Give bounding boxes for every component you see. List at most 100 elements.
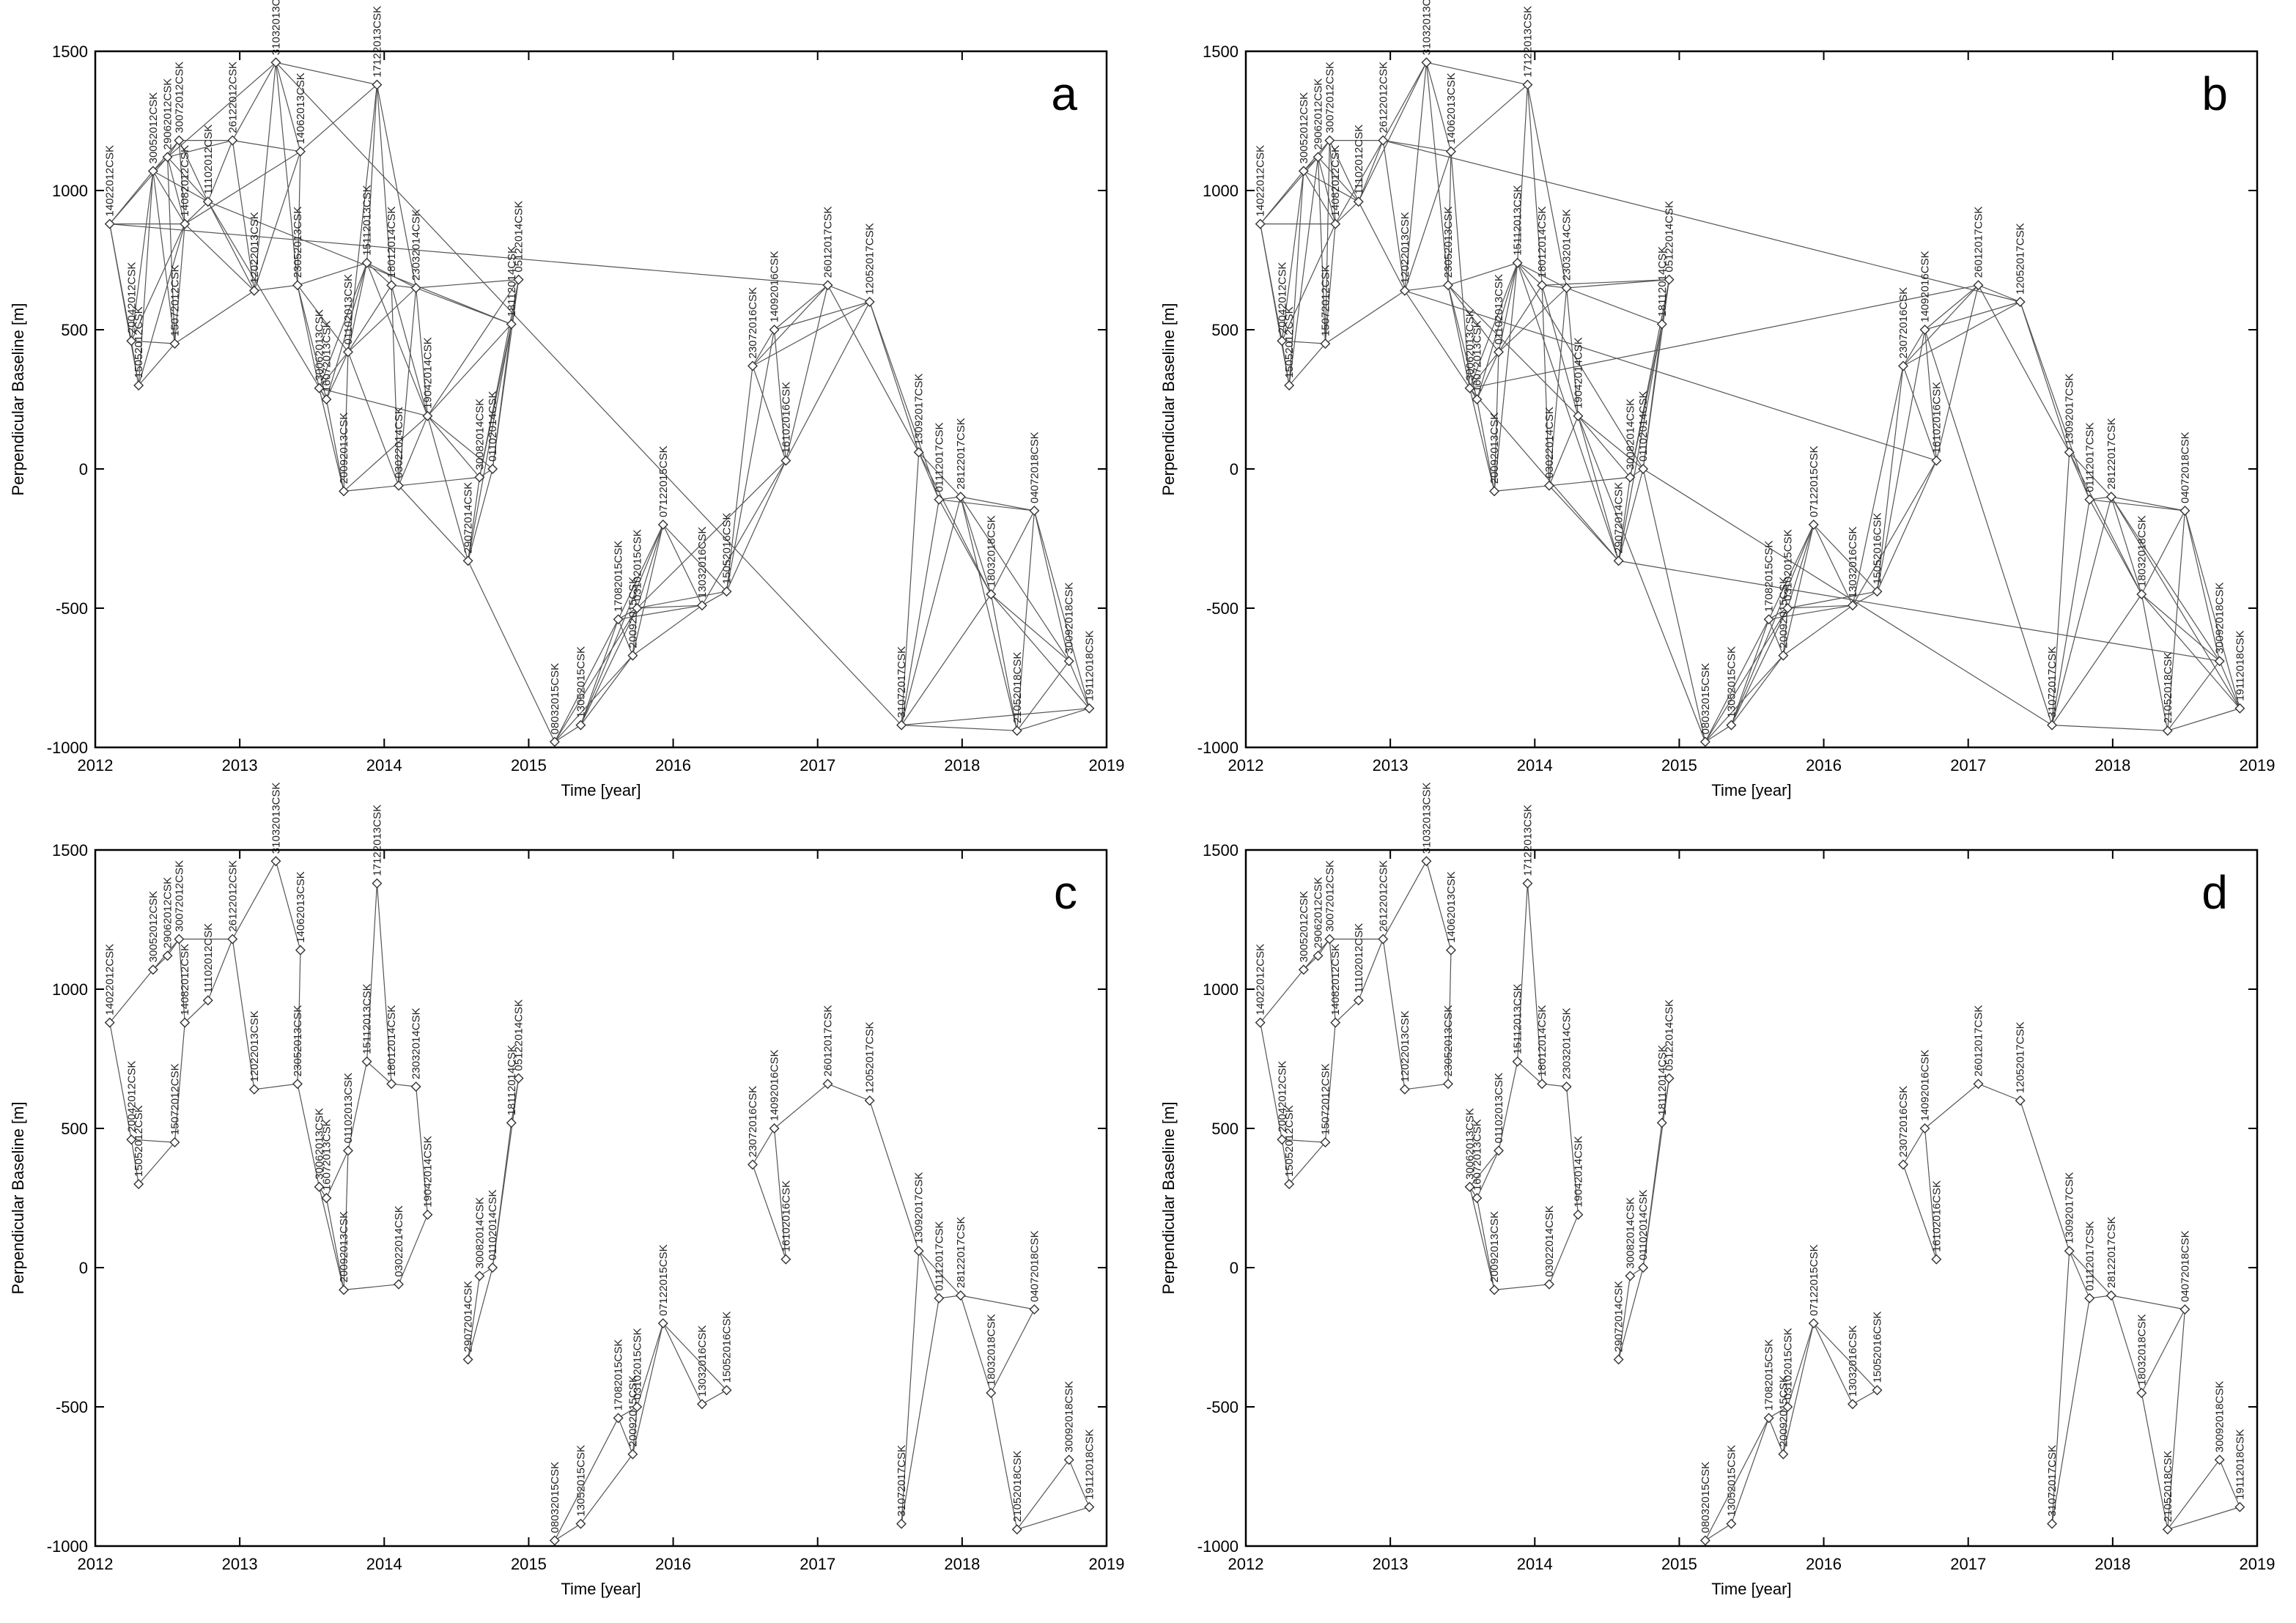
- acquisition-point: [1699, 1535, 1710, 1546]
- interferogram-pair-line: [726, 366, 753, 592]
- interferogram-pair-line: [901, 452, 920, 725]
- acquisition-date-label: 05122014CSK: [1664, 999, 1676, 1071]
- interferogram-pair-line: [701, 460, 786, 606]
- acquisition-date-label: 13052015CSK: [575, 646, 587, 718]
- acquisition-date-label: 01102013CSK: [342, 1073, 355, 1143]
- interferogram-pair-line: [416, 279, 519, 289]
- acquisition-date-label: 08032015CSK: [1699, 663, 1712, 735]
- interferogram-pair-line: [1383, 140, 1452, 152]
- x-tick-label: 2016: [655, 756, 691, 774]
- acquisition-date-label: 16102016CSK: [1930, 382, 1943, 454]
- interferogram-pair-line: [901, 1298, 940, 1524]
- acquisition-date-label: 19042014CSK: [421, 337, 434, 409]
- interferogram-pair-line: [1978, 284, 2020, 303]
- acquisition-point: [1445, 146, 1456, 157]
- acquisition-point: [227, 933, 238, 944]
- acquisition-date-label: 20092015CSK: [1777, 1375, 1790, 1447]
- acquisition-date-label: 14092016CSK: [1919, 251, 1932, 322]
- acquisition-point: [934, 494, 945, 505]
- acquisition-date-label: 03102015CSK: [631, 1328, 643, 1400]
- interferogram-pair-line: [2111, 1295, 2142, 1394]
- acquisition-date-label: 21052018CSK: [1011, 652, 1024, 724]
- interferogram-pair-line: [1924, 1128, 1937, 1260]
- acquisition-date-label: 23032014CSK: [410, 209, 423, 281]
- interferogram-pair-line: [1642, 468, 2053, 726]
- interferogram-pair-line: [1705, 618, 1770, 742]
- interferogram-pair-line: [130, 223, 185, 341]
- interferogram-pair-line: [347, 284, 392, 352]
- acquisition-point: [1573, 410, 1584, 421]
- acquisition-date-label: 18112014CSK: [506, 246, 518, 317]
- acquisition-point: [513, 274, 524, 285]
- interferogram-pair-line: [2020, 301, 2090, 500]
- acquisition-date-label: 01102014CSK: [1637, 391, 1650, 462]
- interferogram-pair-line: [1642, 279, 1670, 470]
- interferogram-pair-line: [1325, 290, 1406, 344]
- acquisition-date-label: 26122012CSK: [226, 860, 239, 932]
- x-tick-label: 2017: [1950, 1555, 1986, 1573]
- acquisition-point: [321, 1193, 332, 1203]
- acquisition-point: [2162, 1524, 2173, 1535]
- interferogram-pair-line: [2069, 1250, 2112, 1296]
- interferogram-pair-line: [1288, 343, 1326, 386]
- y-axis-title: Perpendicular Baseline [m]: [1159, 303, 1178, 496]
- interferogram-pair-line: [138, 343, 175, 386]
- interferogram-pair-line: [2111, 496, 2185, 511]
- acquisition-point: [864, 1095, 875, 1106]
- acquisition-date-label: 16072013CSK: [320, 320, 333, 392]
- acquisition-date-label: 23032014CSK: [1561, 1008, 1573, 1079]
- interferogram-pair-line: [918, 451, 961, 498]
- interferogram-pair-line: [990, 594, 1070, 662]
- interferogram-pair-line: [1517, 883, 1529, 1062]
- acquisition-date-label: 16072013CSK: [320, 1119, 333, 1191]
- acquisition-date-label: 19042014CSK: [1572, 337, 1584, 409]
- interferogram-pair-line: [391, 285, 399, 486]
- acquisition-date-label: 12022013CSK: [248, 212, 261, 284]
- acquisition-point: [462, 555, 473, 566]
- acquisition-point: [1847, 600, 1858, 611]
- interferogram-pair-line: [297, 285, 328, 400]
- acquisition-date-label: 15072012CSK: [1319, 265, 1332, 336]
- acquisition-date-label: 23072016CSK: [747, 1086, 759, 1158]
- acquisition-date-label: 17082015CSK: [1763, 541, 1776, 613]
- acquisition-point: [104, 218, 115, 229]
- acquisition-point: [697, 600, 707, 611]
- acquisition-point: [1919, 1123, 1930, 1134]
- acquisition-point: [986, 1388, 997, 1398]
- interferogram-pair-line: [366, 262, 392, 286]
- acquisition-point: [410, 283, 421, 293]
- acquisition-date-label: 31032013CSK: [270, 0, 282, 55]
- interferogram-pair-line: [1566, 1086, 1579, 1215]
- interferogram-pair-line: [1260, 1022, 1282, 1140]
- interferogram-pair-line: [1476, 1150, 1499, 1199]
- acquisition-point: [2105, 492, 2116, 502]
- interferogram-pair-line: [2141, 594, 2221, 662]
- acquisition-date-label: 19112018CSK: [2234, 630, 2246, 700]
- acquisition-point: [549, 736, 560, 747]
- interferogram-pair-line: [138, 1142, 175, 1185]
- interferogram-pair-line: [1425, 62, 1449, 286]
- acquisition-point: [126, 336, 137, 347]
- acquisition-point: [1726, 1518, 1737, 1529]
- acquisition-date-label: 26012017CSK: [822, 1005, 835, 1077]
- interferogram-pair-line: [416, 287, 512, 325]
- interferogram-pair-line: [1924, 1083, 1979, 1129]
- interferogram-pair-line: [1852, 366, 1904, 606]
- interferogram-pair-line: [2089, 499, 2142, 595]
- interferogram-pair-line: [618, 524, 664, 620]
- interferogram-pair-line: [1813, 1323, 1878, 1391]
- acquisition-point: [1561, 1082, 1572, 1092]
- acquisition-date-label: 31032013CSK: [1420, 783, 1433, 854]
- interferogram-pair-line: [580, 524, 664, 725]
- acquisition-point: [1763, 614, 1774, 625]
- interferogram-pair-line: [1542, 279, 1669, 286]
- acquisition-date-label: 18012014CSK: [1536, 1005, 1548, 1077]
- acquisition-point: [1573, 1209, 1584, 1220]
- acquisition-date-label: 01112017CSK: [2083, 422, 2096, 492]
- acquisition-point: [314, 1181, 325, 1192]
- acquisition-point: [632, 603, 643, 613]
- acquisition-point: [506, 319, 517, 330]
- interferogram-pair-line: [1317, 157, 1326, 344]
- interferogram-pair-line: [636, 524, 664, 609]
- interferogram-pair-line: [1016, 708, 1090, 731]
